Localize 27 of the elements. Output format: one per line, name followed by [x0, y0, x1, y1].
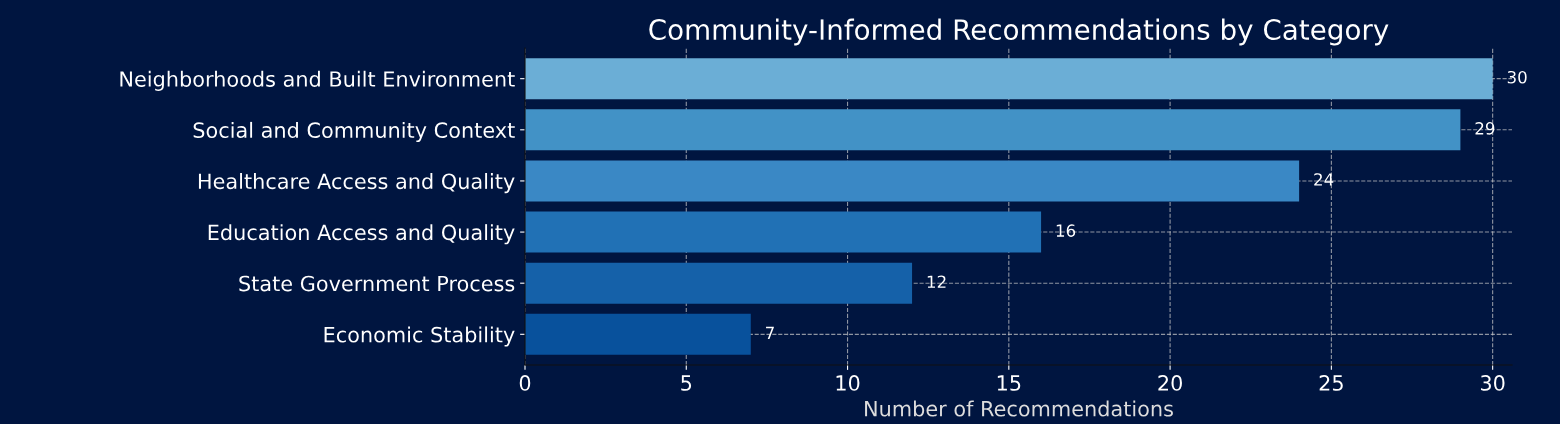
x-tick-label: 20	[1158, 375, 1182, 391]
data-label: 16	[1056, 224, 1076, 237]
x-tick-label: 5	[681, 375, 692, 391]
y-tick-label: Healthcare Access and Quality	[198, 173, 515, 194]
y-tick-label: Education Access and Quality	[208, 224, 515, 245]
data-label: 30	[1507, 70, 1527, 84]
x-tick-label: 0	[519, 375, 531, 391]
bar	[525, 211, 1042, 253]
x-tick-label: 30	[1480, 375, 1505, 391]
bar	[525, 262, 913, 304]
bar	[525, 313, 751, 355]
y-tick-label: State Government Process	[239, 275, 515, 292]
y-tick-label: Neighborhoods and Built Environment	[120, 70, 515, 91]
data-label: 29	[1475, 122, 1495, 135]
chart-title: Community-Informed Recommendations by Category	[649, 18, 1389, 46]
x-tick-label: 15	[997, 375, 1021, 391]
data-label: 12	[927, 275, 946, 288]
x-tick-label: 10	[836, 375, 860, 391]
y-tick-label: Economic Stability	[324, 326, 515, 347]
bar	[525, 58, 1493, 100]
bar	[525, 160, 1300, 202]
data-label: 7	[766, 326, 774, 339]
x-tick-label: 25	[1319, 375, 1343, 391]
bar	[525, 109, 1461, 151]
data-label: 24	[1314, 173, 1334, 186]
y-tick-label: Social and Community Context	[193, 121, 515, 143]
x-axis-title: Number of Recommendations	[865, 400, 1173, 417]
